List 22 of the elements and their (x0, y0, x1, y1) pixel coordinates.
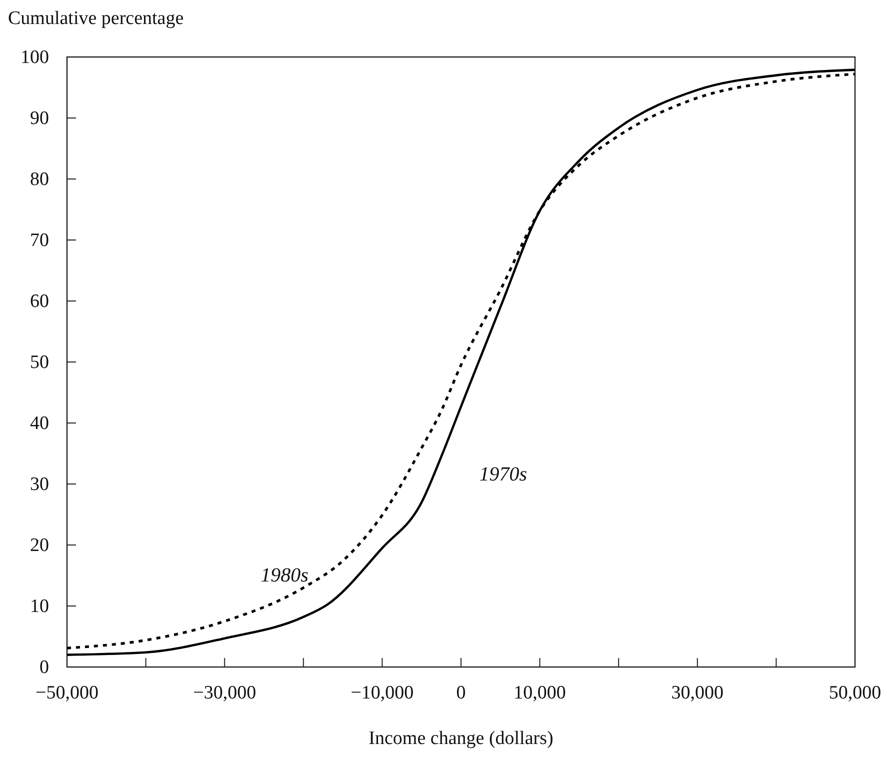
y-tick-label: 0 (40, 657, 49, 678)
y-tick-label: 60 (30, 291, 49, 312)
y-tick-label: 50 (30, 352, 49, 374)
y-tick-label: 20 (30, 535, 49, 556)
y-tick-label: 100 (20, 47, 49, 68)
x-axis-title: Income change (dollars) (368, 728, 554, 749)
y-tick-label: 30 (30, 474, 49, 496)
x-tick-label: −50,000 (36, 682, 98, 704)
x-tick-label: −10,000 (350, 682, 414, 704)
x-tick-label: 10,000 (514, 682, 566, 704)
x-tick-label: 0 (456, 682, 466, 704)
series-label: 1970s (479, 464, 528, 486)
x-tick-label: 50,000 (828, 682, 882, 704)
y-tick-label: 90 (30, 108, 49, 130)
series-label: 1980s (260, 564, 309, 586)
x-tick-label: −30,000 (193, 682, 256, 704)
y-axis-title: Cumulative percentage (8, 8, 184, 29)
x-tick-label: 30,000 (671, 682, 724, 704)
y-tick-label: 70 (30, 230, 49, 252)
y-tick-label: 80 (30, 169, 49, 190)
y-tick-label: 10 (30, 596, 49, 618)
y-tick-label: 40 (30, 413, 49, 434)
